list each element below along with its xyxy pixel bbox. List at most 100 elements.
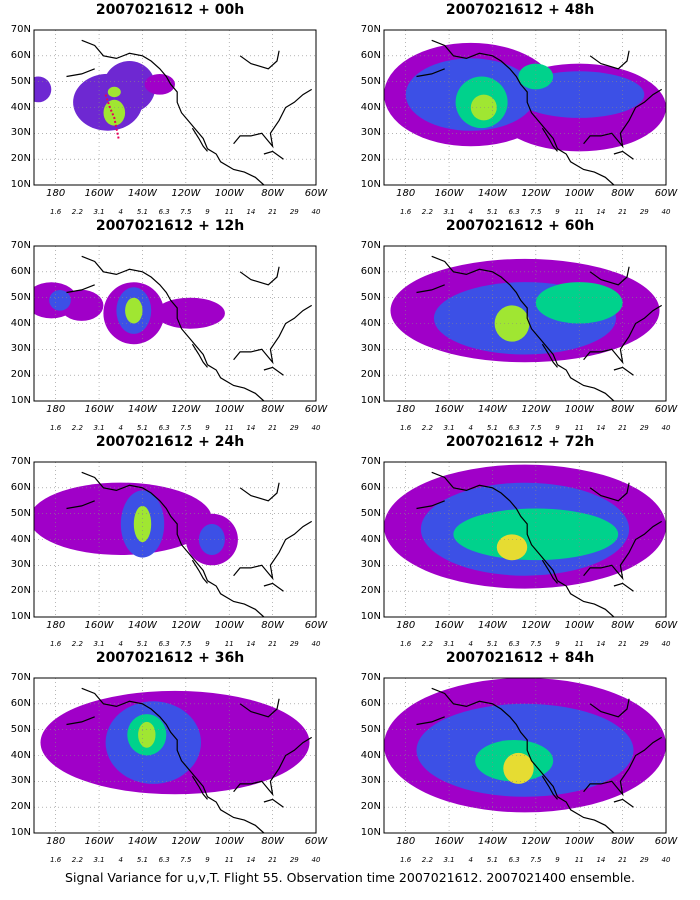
variance-contour <box>503 752 534 784</box>
variance-contour <box>133 505 152 543</box>
color-scale-label: 6.3 <box>508 208 520 216</box>
color-scale-label: 11 <box>574 424 584 432</box>
color-scale-label: 3.1 <box>443 640 455 648</box>
color-scale-label: 11 <box>574 856 584 864</box>
figure-caption: Signal Variance for u,v,T. Flight 55. Ob… <box>65 870 635 885</box>
longitude-label: 60W <box>304 836 328 847</box>
latitude-label: 50N <box>10 507 31 519</box>
color-scale-label: 7.5 <box>180 640 192 648</box>
longitude-label: 80W <box>261 188 284 199</box>
color-scale-label: 2.2 <box>421 856 433 864</box>
map-panel: 2007021612 + 24h 70N 60N 50N 40N 30N 20N 10N 180… <box>0 432 340 650</box>
latitude-label: 30N <box>10 127 31 139</box>
color-scale-label: 5.1 <box>136 424 149 432</box>
color-scale-label: 3.1 <box>93 208 105 216</box>
latitude-label: 20N <box>10 801 31 813</box>
coastline-cuba <box>263 366 284 376</box>
latitude-label: 70N <box>360 672 381 683</box>
color-scale-label: 1.6 <box>50 424 62 432</box>
color-scale-label: 14 <box>596 208 606 216</box>
coastline-baja <box>191 775 208 800</box>
coastline-west <box>431 687 615 833</box>
coastline-baja <box>541 559 558 584</box>
variance-contour <box>496 534 528 561</box>
color-scale-label: 14 <box>246 424 256 432</box>
coastline-cuba <box>613 366 634 376</box>
map-panel: 2007021612 + 84h 70N 60N 50N 40N 30N 20N 10N 180… <box>350 648 690 866</box>
map-panel: 2007021612 + 36h 70N 60N 50N 40N 30N 20N 10N 180… <box>0 648 340 866</box>
coastline-aleutians <box>66 716 95 726</box>
map-frame <box>383 245 667 402</box>
coastline-aleutians <box>416 68 445 78</box>
latitude-label: 60N <box>10 697 31 709</box>
variance-map <box>33 677 317 834</box>
latitude-label: 60N <box>10 49 31 61</box>
variance-contour <box>155 297 225 329</box>
longitude-label: 140W <box>127 404 157 415</box>
latitude-label: 20N <box>10 369 31 381</box>
longitude-label: 100W <box>564 836 594 847</box>
longitude-label: 140W <box>127 188 157 199</box>
coastline-hudson-bay <box>589 50 630 70</box>
latitude-label: 20N <box>10 585 31 597</box>
color-scale-label: 7.5 <box>180 208 192 216</box>
longitude-label: 120W <box>521 404 551 415</box>
panel-title: 2007021612 + 24h <box>95 434 245 450</box>
variance-contour <box>138 721 156 748</box>
color-scale-label: 29 <box>639 424 649 432</box>
coastline-west <box>81 471 265 617</box>
latitude-label: 60N <box>360 49 381 61</box>
latitude-label: 30N <box>360 559 381 571</box>
map-frame <box>383 29 667 186</box>
color-scale-label: 11 <box>224 208 234 216</box>
color-scale-label: 4 <box>468 208 473 216</box>
longitude-label: 180 <box>46 404 66 415</box>
color-scale-label: 9 <box>555 424 560 432</box>
latitude-label: 40N <box>360 317 381 329</box>
color-scale-label: 5.1 <box>136 856 149 864</box>
color-scale-label: 29 <box>639 208 649 216</box>
color-scale-label: 14 <box>246 208 256 216</box>
color-scale-label: 11 <box>224 424 234 432</box>
color-scale-label: 14 <box>596 640 606 648</box>
longitude-label: 60W <box>654 404 678 415</box>
color-scale-label: 9 <box>205 208 210 216</box>
longitude-label: 80W <box>611 620 634 631</box>
color-scale-label: 9 <box>205 424 210 432</box>
latitude-label: 70N <box>360 240 381 251</box>
longitude-label: 60W <box>654 620 678 631</box>
latitude-label: 30N <box>10 559 31 571</box>
latitude-label: 20N <box>10 153 31 165</box>
coastline-cuba <box>263 150 284 160</box>
latitude-label: 40N <box>10 749 31 761</box>
color-scale-label: 1.6 <box>50 856 62 864</box>
coastline-east <box>233 88 313 149</box>
panel-title: 2007021612 + 00h <box>95 2 245 18</box>
coastline-aleutians <box>416 284 445 294</box>
color-scale-label: 1.6 <box>400 424 412 432</box>
color-scale-label: 7.5 <box>530 424 542 432</box>
longitude-label: 160W <box>434 836 464 847</box>
coastline-hudson-bay <box>239 698 280 718</box>
variance-contour <box>198 524 225 555</box>
color-scale-label: 1.6 <box>400 208 412 216</box>
latitude-label: 30N <box>360 775 381 787</box>
variance-contour <box>470 94 497 121</box>
latitude-label: 20N <box>360 369 381 381</box>
longitude-label: 120W <box>171 404 201 415</box>
panel-title: 2007021612 + 12h <box>95 218 245 234</box>
color-scale-label: 6.3 <box>508 424 520 432</box>
color-scale-label: 21 <box>268 208 278 216</box>
longitude-label: 120W <box>521 836 551 847</box>
longitude-label: 140W <box>477 836 507 847</box>
color-scale-label: 2.2 <box>421 424 433 432</box>
variance-map <box>383 677 667 834</box>
longitude-label: 80W <box>611 836 634 847</box>
latitude-label: 70N <box>10 240 31 251</box>
latitude-label: 60N <box>360 265 381 277</box>
map-frame <box>33 461 317 618</box>
color-scale-label: 21 <box>618 208 628 216</box>
coastline-aleutians <box>416 500 445 510</box>
color-scale-label: 7.5 <box>530 856 542 864</box>
latitude-label: 40N <box>10 317 31 329</box>
